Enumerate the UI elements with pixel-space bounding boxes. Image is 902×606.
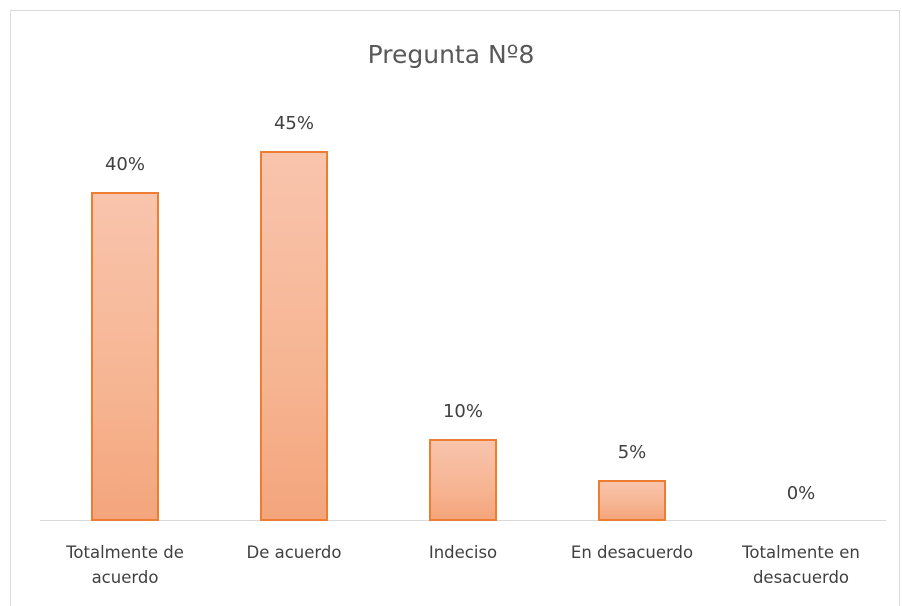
data-label: 5% [617,441,647,463]
data-label: 40% [104,154,145,176]
x-tick-label: Totalmente de acuerdo [66,543,184,587]
x-tick-label: En desacuerdo [570,543,694,562]
chart-title: Pregunta Nº8 [367,40,535,69]
bar [598,479,666,521]
bar [429,438,497,521]
data-label: 45% [273,113,314,135]
x-tick-label: De acuerdo [246,543,342,562]
bar [91,192,159,521]
bar [260,151,328,521]
x-tick-label: Indeciso [428,543,498,562]
chart-frame [10,10,900,606]
data-label: 0% [786,483,816,504]
data-label: 10% [442,400,483,422]
x-tick-label: Totalmente en desacuerdo [742,543,860,587]
